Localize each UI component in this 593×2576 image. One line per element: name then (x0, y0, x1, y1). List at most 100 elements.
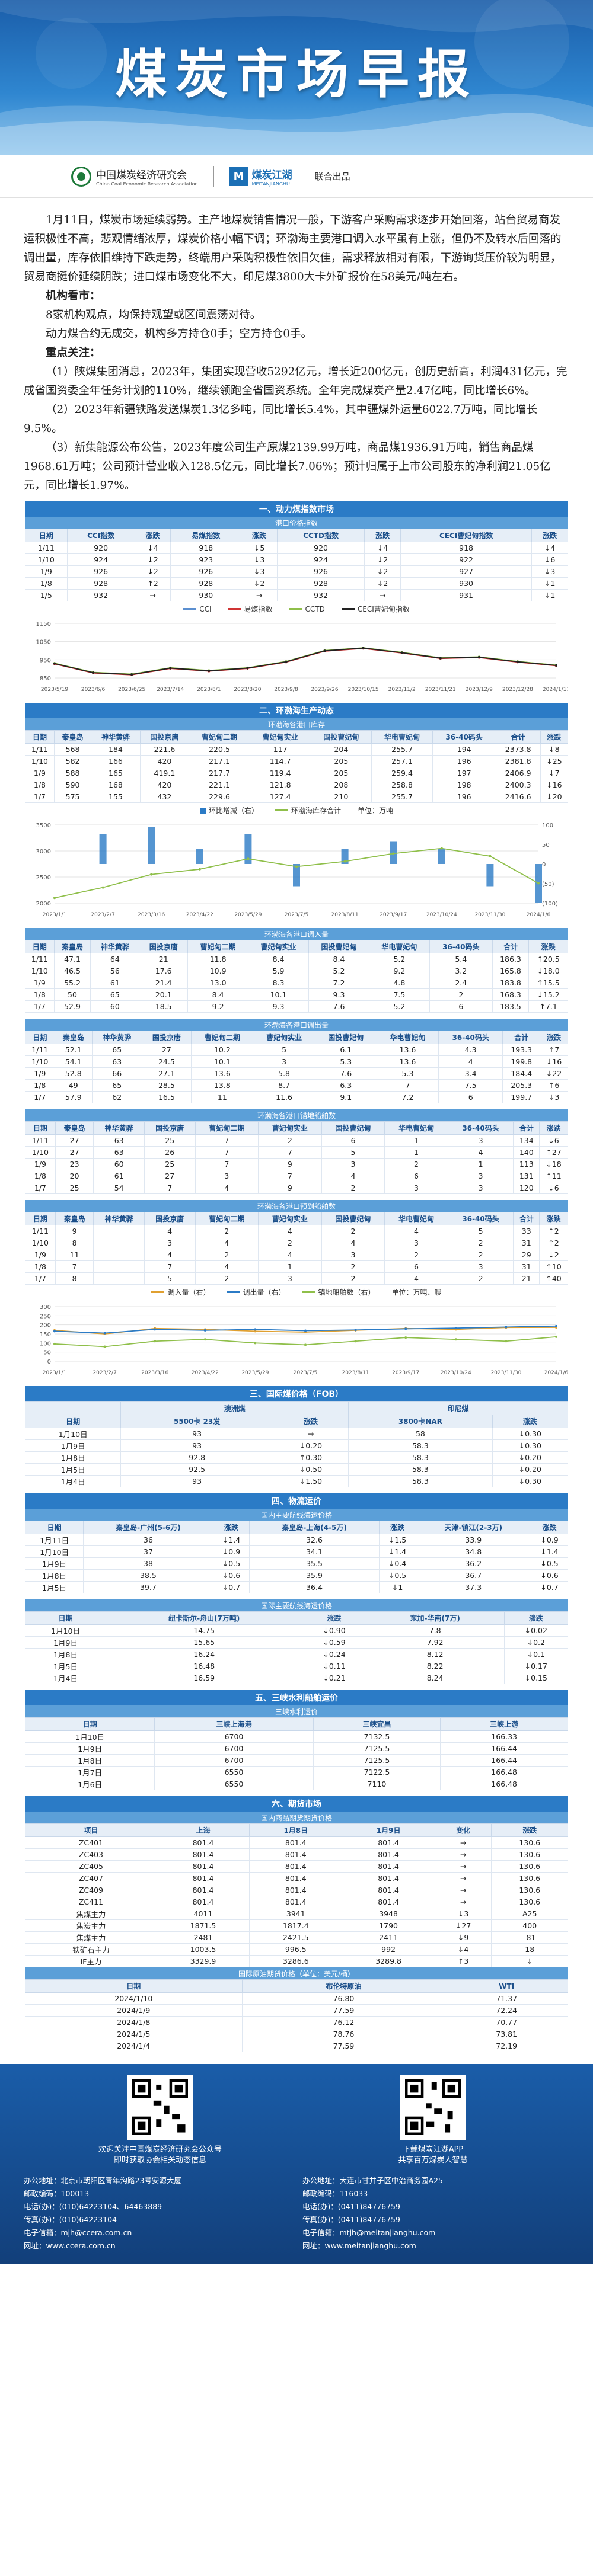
table-cell: ↓0.6 (212, 1569, 250, 1582)
table-cell: ↓0.15 (503, 1672, 569, 1684)
column-header: CECI曹妃甸指数 (400, 529, 533, 542)
anchor-row: 1/9 23 60 25 7 9 3 2 1 113 ↓18 (25, 1158, 568, 1170)
table-cell: 183.5 (492, 1000, 530, 1013)
column-header: 华电曹妃甸 (371, 730, 433, 744)
table-cell: 801.4 (342, 1848, 435, 1861)
table-cell: 9 (55, 1225, 94, 1237)
legend-ceci: CECI曹妃甸指数 (341, 604, 410, 614)
domestic-freight-table: 日期 秦皇岛-广州(5-6万) 涨跌 秦皇岛-上海(4-5万) 涨跌 天津-镇江(2-3万… (24, 1521, 568, 1593)
qr-code-icon[interactable] (127, 2075, 193, 2140)
table-cell: 9.3 (248, 1000, 309, 1013)
column-header: 涨跌 (302, 1611, 366, 1625)
group-header: 印尼煤 (348, 1401, 568, 1415)
table-cell: 7125.5 (313, 1754, 441, 1767)
table-cell: ↓4 (434, 1943, 492, 1956)
table-cell: 130.6 (491, 1860, 568, 1873)
table-cell: 198 (432, 779, 496, 791)
column-header: 神华黄骅 (93, 1212, 145, 1225)
table-cell: 194 (432, 743, 496, 756)
table-cell: 63 (93, 1134, 145, 1147)
table-cell: 58.3 (348, 1439, 493, 1452)
x-tick-label: 2023/5/29 (241, 1370, 269, 1376)
column-header: 涨跌 (241, 529, 278, 542)
section-4-title: 四、物流运价 (25, 1493, 568, 1509)
table-cell: 184.4 (502, 1067, 541, 1080)
table-cell: → (134, 589, 171, 601)
table-cell: 801.4 (342, 1860, 435, 1873)
table-cell: 801.4 (156, 1860, 250, 1873)
change-bar (244, 834, 252, 864)
table-cell: ↓16 (540, 1055, 568, 1068)
y-tick-label: 200 (40, 1323, 51, 1329)
table-cell: ↓7 (540, 767, 569, 779)
table-cell: ZC405 (25, 1860, 157, 1873)
table-cell: ↓0.02 (503, 1624, 569, 1637)
table-cell: 8.3 (248, 977, 309, 989)
table-cell: 801.4 (249, 1884, 343, 1896)
outflow-row: 1/9 52.8 66 27.1 13.6 5.8 7.6 5.3 3.4 184.4 ↓22 (25, 1067, 568, 1080)
table-header-row: 日期 CCI指数 涨跌 易煤指数 涨跌 CCTD指数 涨跌 CECI曹妃甸指数 涨跌 (25, 529, 568, 542)
table-cell: ↑6 (540, 1079, 568, 1092)
table-cell: 931 (400, 589, 533, 601)
column-header: 日期 (25, 1121, 56, 1135)
table-cell: 8.22 (365, 1660, 505, 1672)
price-index-row: 1/8 928 ↑2 928 ↓2 928 ↓2 930 ↓1 (25, 577, 568, 590)
table-cell: 1月9日 (24, 1439, 122, 1452)
change-bar (148, 827, 155, 864)
table-cell: 25 (144, 1158, 196, 1170)
table-cell: 1/7 (25, 1091, 55, 1103)
table-cell: 6550 (154, 1778, 314, 1790)
table-cell: ↓4 (134, 542, 171, 554)
table-cell: 1/11 (25, 542, 68, 554)
column-header: 秦皇岛 (54, 1031, 93, 1044)
y-tick-label: 0 (47, 1359, 51, 1365)
table-cell: 166 (91, 755, 141, 767)
table-cell: 113 (513, 1158, 540, 1170)
inflow-subtitle: 环渤海各港口调入量 (25, 928, 568, 940)
table-cell: 13.0 (187, 977, 249, 989)
three-gorges-subtitle: 三峡水利运价 (25, 1705, 568, 1717)
table-cell: 27 (55, 1146, 94, 1159)
table-cell: 127.4 (249, 791, 311, 803)
table-cell: 130.6 (491, 1896, 568, 1908)
heading-focus: 重点关注： (46, 347, 101, 359)
data-point (169, 667, 172, 670)
table-cell: 66 (91, 1067, 142, 1080)
column-header: 神华黄骅 (91, 1031, 142, 1044)
legend-in: 调入量（右） (151, 1287, 210, 1297)
table-cell: 2 (384, 1249, 448, 1261)
table-cell: 1月10日 (24, 1545, 84, 1558)
column-header: 涨跌 (539, 1121, 568, 1135)
table-cell: 2421.5 (249, 1931, 343, 1944)
table-cell: 1月4日 (24, 1475, 122, 1487)
column-header: 秦皇岛-上海(4-5万) (249, 1521, 380, 1534)
data-point (516, 660, 519, 663)
intl-freight-row: 1月9日 15.65 ↓0.59 7.92 ↓0.2 (24, 1636, 569, 1649)
column-header: 36-40码头 (432, 730, 496, 744)
table-cell: 801.4 (156, 1872, 250, 1884)
table-cell: 3 (447, 1170, 514, 1182)
table-cell: → (434, 1848, 492, 1861)
table-cell: ZC411 (25, 1896, 157, 1908)
oil-row: 2024/1/5 78.76 73.81 (25, 2028, 568, 2040)
page: 煤炭市场早报 中国煤炭经济研究会 China Coal Economic Res… (0, 0, 593, 2264)
table-cell: 168.3 (492, 988, 530, 1001)
table-cell: 432 (139, 791, 190, 803)
intl-price-table: 澳洲煤 印尼煤 日期 5500卡 23发 涨跌 3800卡NAR 涨跌 1月10日 93 → 58 ↓… (24, 1401, 569, 1487)
app-qr-code-icon[interactable] (400, 2075, 466, 2140)
column-header: 3800卡NAR (348, 1415, 493, 1428)
org1-en: China Coal Economic Research Association (96, 181, 198, 187)
table-cell: 9.2 (368, 965, 430, 977)
data-point (53, 897, 56, 900)
table-cell: 183.8 (492, 977, 530, 989)
table-cell: 2406.9 (495, 767, 541, 779)
table-cell: ↓20 (540, 791, 569, 803)
table-cell: ↑7 (540, 1044, 568, 1056)
table-cell: 27.1 (141, 1067, 192, 1080)
table-cell: 1/8 (25, 779, 55, 791)
column-header: 曹妃甸二期 (187, 940, 249, 953)
org1-logo: 中国煤炭经济研究会 China Coal Economic Research A… (71, 166, 198, 187)
table-cell: ↑10 (539, 1260, 568, 1273)
table-cell: 13.6 (376, 1055, 439, 1068)
table-cell: 10.1 (191, 1055, 254, 1068)
